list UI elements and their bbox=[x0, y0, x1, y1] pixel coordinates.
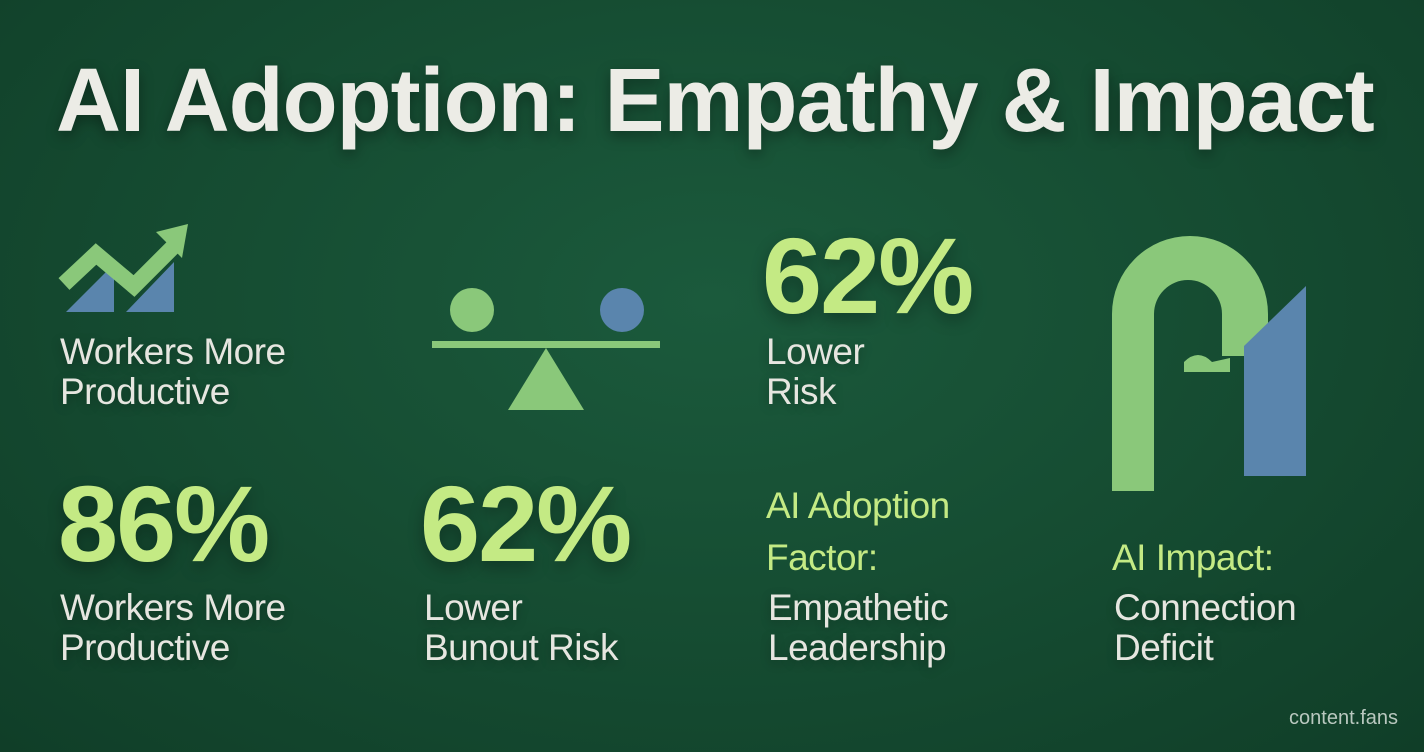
impact-value-line-2: Deficit bbox=[1114, 627, 1214, 668]
arch-icon bbox=[1112, 236, 1306, 491]
adoption-factor-heading: AI Adoption Factor: bbox=[766, 486, 950, 578]
adoption-factor-value-line-1: Empathetic bbox=[768, 587, 949, 628]
top-right-value: 62% bbox=[762, 215, 974, 336]
top-left-label: Workers More Productive bbox=[60, 332, 286, 412]
adoption-factor-heading-line-2: Factor: bbox=[766, 537, 878, 578]
bottom-mid-label: Lower Bunout Risk bbox=[424, 587, 619, 668]
impact-heading: AI Impact: bbox=[1112, 537, 1274, 578]
page-title: AI Adoption: Empathy & Impact bbox=[56, 51, 1375, 151]
bottom-mid-value: 62% bbox=[420, 463, 632, 584]
impact-value: Connection Deficit bbox=[1114, 587, 1297, 668]
adoption-factor-value-line-2: Leadership bbox=[768, 627, 947, 668]
footer-watermark: content.fans bbox=[1289, 707, 1398, 729]
top-right-label-line-1: Lower bbox=[766, 331, 865, 372]
top-right-label-line-2: Risk bbox=[766, 371, 836, 412]
bottom-left-label-line-1: Workers More bbox=[60, 587, 286, 628]
adoption-factor-heading-line-1: AI Adoption bbox=[766, 485, 950, 526]
balance-scale-icon bbox=[432, 288, 660, 410]
bottom-left-label-line-2: Productive bbox=[60, 627, 230, 668]
adoption-factor-value: Empathetic Leadership bbox=[768, 587, 949, 668]
bottom-left-value: 86% bbox=[58, 463, 270, 584]
top-left-label-line-2: Productive bbox=[60, 371, 230, 412]
top-left-label-line-1: Workers More bbox=[60, 331, 286, 372]
impact-value-line-1: Connection bbox=[1114, 587, 1297, 628]
bottom-left-label: Workers More Productive bbox=[60, 588, 286, 668]
top-right-label: Lower Risk bbox=[766, 331, 865, 412]
bottom-mid-label-line-2: Bunout Risk bbox=[424, 627, 619, 668]
trend-up-icon bbox=[58, 224, 188, 312]
bottom-mid-label-line-1: Lower bbox=[424, 587, 523, 628]
